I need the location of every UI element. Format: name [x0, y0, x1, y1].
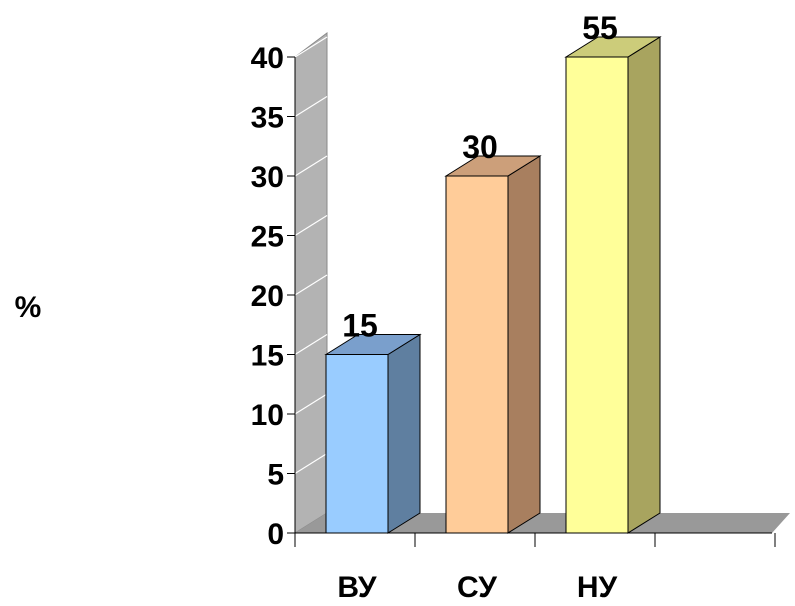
bar — [324, 333, 422, 534]
x-axis-ticks — [294, 533, 776, 547]
data-label: 55 — [582, 10, 618, 46]
data-label: 30 — [462, 129, 498, 165]
bar-front — [445, 175, 509, 534]
bar-front — [325, 354, 389, 534]
wall-tick-lines — [294, 36, 328, 475]
wall-tick-line — [294, 214, 328, 237]
wall-tick-line — [294, 333, 328, 356]
y-tick-label: 25 — [251, 221, 284, 254]
y-tick-label: 0 — [267, 518, 284, 551]
y-tick-label: 15 — [251, 340, 284, 373]
data-label: 15 — [342, 308, 378, 344]
category-labels: ВУ СУ НУ — [337, 571, 617, 604]
back-wall — [294, 32, 328, 534]
category-label: СУ — [457, 571, 497, 604]
bar-side — [387, 333, 421, 534]
floor — [295, 513, 790, 533]
wall-tick-line — [294, 95, 328, 118]
y-axis-label: % — [15, 291, 42, 324]
y-tick-label: 20 — [251, 280, 284, 313]
y-tick-label: 35 — [251, 102, 284, 135]
bar — [564, 36, 662, 534]
wall-tick-line — [294, 274, 328, 296]
y-tick-label: 30 — [251, 161, 284, 194]
wall-tick-line — [294, 452, 328, 475]
bar-side — [627, 36, 661, 534]
bar-front — [565, 56, 629, 534]
y-axis-ticks: 0 5 10 15 20 25 30 35 40 — [251, 42, 295, 551]
bar-side — [507, 155, 541, 534]
data-labels: 15 30 55 — [342, 10, 618, 344]
category-label: ВУ — [337, 571, 377, 604]
y-tick-label: 10 — [251, 399, 284, 432]
category-label: НУ — [577, 571, 618, 604]
bars — [324, 36, 662, 534]
bar — [444, 155, 542, 534]
wall-tick-line — [294, 36, 328, 58]
y-tick-label: 5 — [267, 459, 284, 492]
wall-tick-line — [294, 393, 328, 415]
y-tick-label: 40 — [251, 42, 284, 75]
wall-tick-line — [294, 155, 328, 177]
